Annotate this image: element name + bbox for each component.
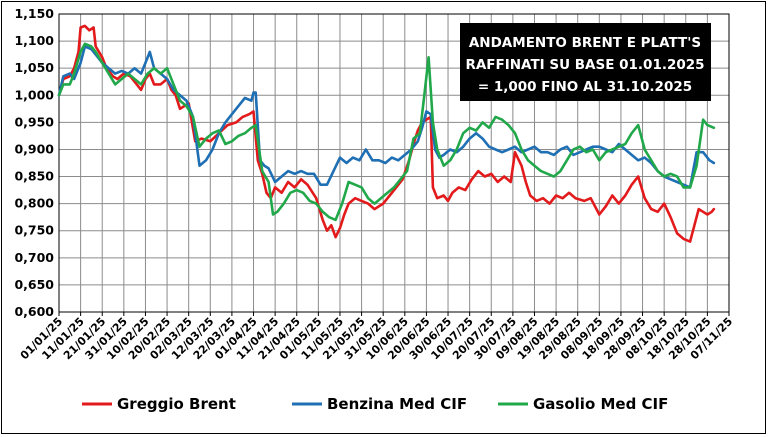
series-lines — [57, 24, 716, 243]
series-line-greggio-brent — [57, 24, 716, 243]
y-tick-label: 0,750 — [14, 223, 54, 238]
y-tick-label: 1,000 — [14, 87, 54, 102]
legend-item-benzina-med-cif: Benzina Med CIF — [292, 395, 467, 413]
y-tick-label: 0,700 — [14, 250, 54, 265]
y-tick-label: 1,100 — [14, 33, 54, 48]
y-tick-label: 0,950 — [14, 114, 54, 129]
legend-item-greggio-brent: Greggio Brent — [82, 395, 236, 413]
y-tick-label: 1,050 — [14, 60, 54, 75]
legend-label-benzina-med-cif: Benzina Med CIF — [327, 395, 467, 413]
title-line-1: ANDAMENTO BRENT E PLATT'S — [469, 35, 701, 51]
y-tick-label: 0,650 — [14, 277, 54, 292]
legend: Greggio Brent Benzina Med CIF Gasolio Me… — [82, 395, 668, 413]
axes — [58, 13, 730, 316]
series-line-gasolio-med-cif — [57, 42, 716, 222]
title-box: ANDAMENTO BRENT E PLATT'S RAFFINATI SU B… — [460, 23, 711, 101]
x-axis-ticks: 01/01/2511/01/2521/01/2531/01/2510/02/25… — [18, 315, 735, 362]
legend-label-greggio-brent: Greggio Brent — [117, 395, 236, 413]
plot-area-border — [58, 13, 730, 313]
y-tick-label: 0,600 — [14, 304, 54, 319]
legend-label-gasolio-med-cif: Gasolio Med CIF — [533, 395, 668, 413]
y-axis-ticks: 1,150 1,100 1,050 1,000 0,950 0,900 0,850 0,800… — [14, 6, 54, 319]
title-line-2: RAFFINATI SU BASE 01.01.2025 — [465, 57, 704, 73]
title-background — [460, 23, 711, 101]
y-tick-label: 1,150 — [14, 6, 54, 21]
legend-item-gasolio-med-cif: Gasolio Med CIF — [498, 395, 668, 413]
y-tick-label: 0,800 — [14, 196, 54, 211]
title-line-3: = 1,000 FINO AL 31.10.2025 — [478, 79, 692, 95]
y-tick-label: 0,850 — [14, 169, 54, 184]
y-tick-label: 0,900 — [14, 141, 54, 156]
